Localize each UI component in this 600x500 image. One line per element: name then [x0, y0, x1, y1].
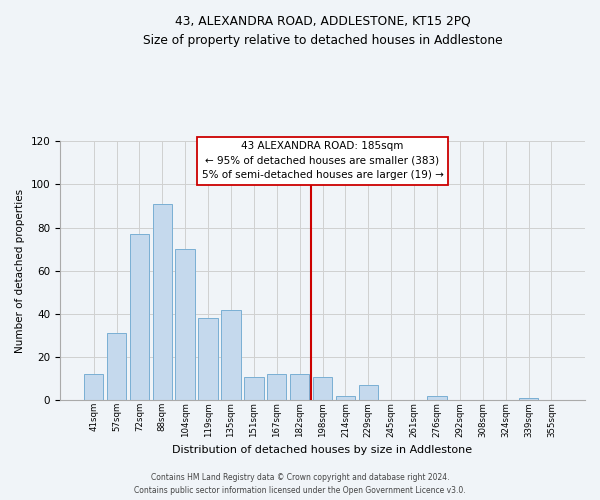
Bar — [199, 318, 218, 400]
Text: 43 ALEXANDRA ROAD: 185sqm
← 95% of detached houses are smaller (383)
5% of semi-: 43 ALEXANDRA ROAD: 185sqm ← 95% of detac… — [202, 141, 443, 180]
Bar — [152, 204, 172, 400]
Bar — [107, 334, 126, 400]
Bar — [290, 374, 310, 400]
Bar — [175, 249, 195, 400]
X-axis label: Distribution of detached houses by size in Addlestone: Distribution of detached houses by size … — [172, 445, 473, 455]
Y-axis label: Number of detached properties: Number of detached properties — [15, 188, 25, 353]
Bar — [130, 234, 149, 400]
Bar — [84, 374, 103, 400]
Bar — [359, 386, 378, 400]
Bar — [313, 376, 332, 400]
Bar — [267, 374, 286, 400]
Title: 43, ALEXANDRA ROAD, ADDLESTONE, KT15 2PQ
Size of property relative to detached h: 43, ALEXANDRA ROAD, ADDLESTONE, KT15 2PQ… — [143, 15, 502, 47]
Bar — [519, 398, 538, 400]
Bar — [244, 376, 263, 400]
Bar — [335, 396, 355, 400]
Bar — [427, 396, 446, 400]
Text: Contains HM Land Registry data © Crown copyright and database right 2024.
Contai: Contains HM Land Registry data © Crown c… — [134, 474, 466, 495]
Bar — [221, 310, 241, 400]
